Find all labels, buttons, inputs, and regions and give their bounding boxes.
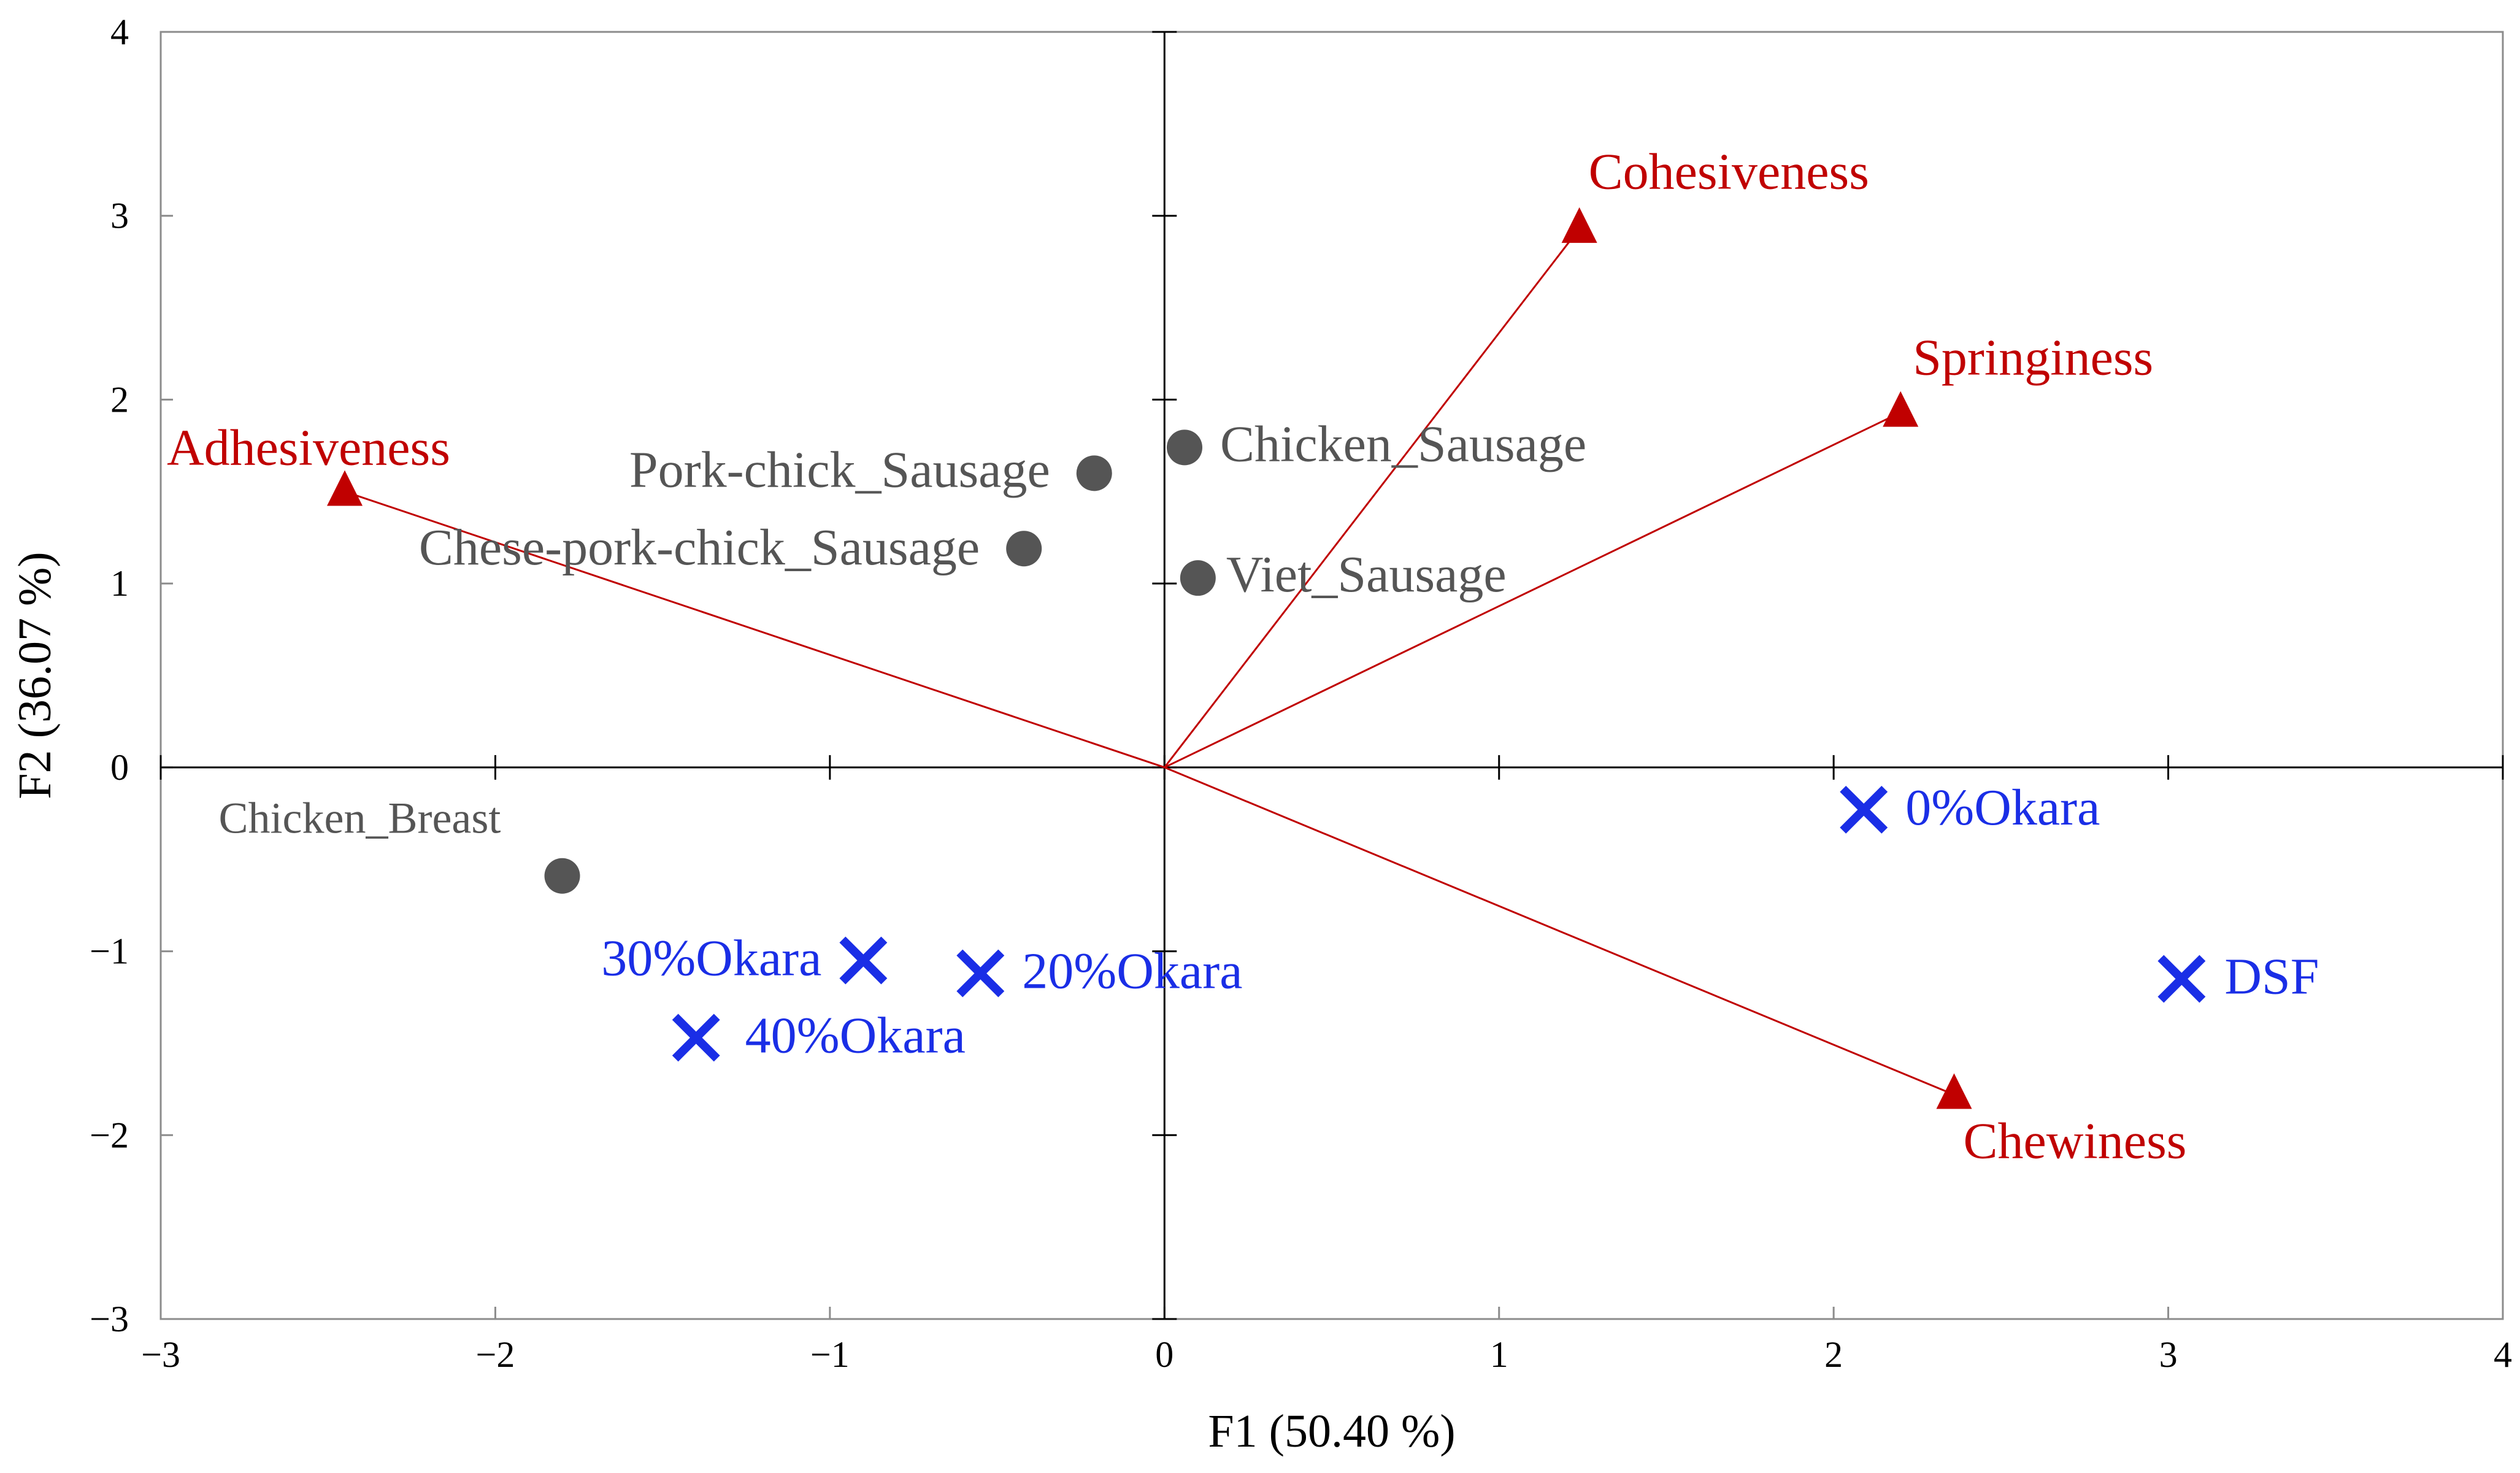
x-tick-label: 4 [2494, 1334, 2512, 1375]
x-stroke [672, 1013, 720, 1062]
y-tick-labels: −3 −2 −1 0 1 2 3 4 [90, 12, 129, 1339]
y-axis-title: F2 (36.07 %) [9, 552, 61, 799]
marker-chese-pork-chick-sausage [1006, 531, 1042, 567]
label-chicken-sausage: Chicken_Sausage [1220, 415, 1586, 472]
marker-dsf [2157, 955, 2206, 1003]
vector-adhesiveness [344, 490, 1165, 769]
x-tick-labels: −3 −2 −1 0 1 2 3 4 [141, 1334, 2512, 1375]
x-tick-label: 2 [1824, 1334, 1843, 1375]
label-0-okara: 0%Okara [1905, 779, 2100, 836]
x-tick-label: 1 [1490, 1334, 1508, 1375]
vector-springiness [1164, 412, 1901, 769]
x-tick-label: −1 [810, 1334, 850, 1375]
marker-viet-sausage [1180, 560, 1216, 596]
plot-frame [159, 31, 2504, 1320]
label-chicken-breast: Chicken_Breast [219, 794, 501, 843]
marker-0-okara [1840, 785, 1888, 834]
data-markers [326, 207, 2206, 1109]
marker-40-okara [672, 1013, 720, 1062]
label-40-okara: 40%Okara [745, 1007, 966, 1064]
x-tick-label: −3 [141, 1334, 180, 1375]
label-viet-sausage: Viet_Sausage [1226, 546, 1507, 603]
label-cohesiveness: Cohesiveness [1589, 144, 1869, 201]
label-chese-pork-chick-sausage: Chese-pork-chick_Sausage [419, 519, 980, 576]
marker-cohesiveness [1561, 207, 1597, 243]
x-axis-title: F1 (50.40 %) [1208, 1406, 1455, 1457]
label-dsf: DSF [2224, 948, 2319, 1006]
y-tick-label: 2 [110, 379, 129, 420]
y-tick-label: 0 [110, 747, 129, 788]
marker-20-okara [956, 949, 1005, 998]
x-stroke [839, 936, 888, 985]
x-stroke [2157, 955, 2206, 1003]
label-20-okara: 20%Okara [1022, 943, 1242, 1000]
y-tick-label: −2 [90, 1115, 129, 1155]
marker-30-okara [839, 936, 888, 985]
vector-cohesiveness [1164, 228, 1580, 768]
label-adhesiveness: Adhesiveness [167, 419, 450, 476]
label-pork-chick-sausage: Pork-chick_Sausage [629, 441, 1050, 498]
variable-vectors [344, 228, 1955, 1096]
label-30-okara: 30%Okara [601, 930, 821, 987]
marker-adhesiveness [326, 470, 363, 506]
x-stroke [956, 949, 1005, 998]
label-chewiness: Chewiness [1963, 1112, 2186, 1169]
x-tick-label: 3 [2159, 1334, 2178, 1375]
x-tick-label: −2 [476, 1334, 515, 1375]
y-tick-label: −1 [90, 931, 129, 972]
marker-chewiness [1936, 1073, 1972, 1109]
vector-chewiness [1164, 766, 1955, 1096]
marker-pork-chick-sausage [1076, 455, 1112, 491]
y-tick-label: 4 [110, 12, 129, 52]
label-springiness: Springiness [1913, 329, 2153, 386]
y-tick-label: −3 [90, 1299, 129, 1339]
marker-chicken-breast [544, 858, 580, 894]
marker-chicken-sausage [1167, 429, 1203, 466]
y-tick-label: 1 [110, 563, 129, 604]
zero-axes [161, 32, 2503, 1319]
x-tick-label: 0 [1155, 1334, 1174, 1375]
x-stroke [1840, 785, 1888, 834]
point-labels: Adhesiveness Cohesiveness Springiness Chewi… [167, 144, 2319, 1170]
marker-springiness [1883, 391, 1919, 427]
y-tick-label: 3 [110, 196, 129, 236]
